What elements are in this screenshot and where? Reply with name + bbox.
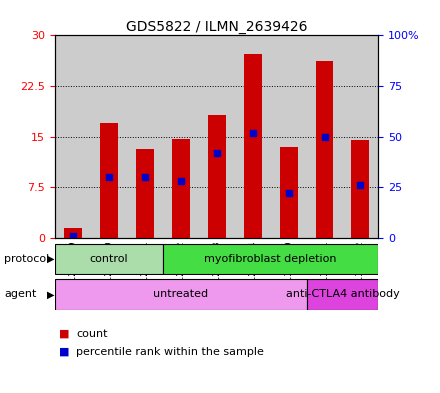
Text: protocol: protocol bbox=[4, 254, 50, 264]
Bar bbox=[342, 35, 378, 238]
Text: count: count bbox=[76, 329, 108, 339]
Bar bbox=[55, 244, 163, 274]
Bar bbox=[163, 35, 199, 238]
Text: untreated: untreated bbox=[153, 289, 208, 299]
Bar bbox=[208, 115, 226, 238]
Bar bbox=[64, 228, 82, 238]
Bar bbox=[91, 35, 127, 238]
Text: ■: ■ bbox=[59, 329, 70, 339]
Bar bbox=[199, 35, 235, 238]
Bar bbox=[352, 140, 370, 238]
Text: myofibroblast depletion: myofibroblast depletion bbox=[204, 254, 337, 264]
Bar bbox=[315, 61, 334, 238]
Text: anti-CTLA4 antibody: anti-CTLA4 antibody bbox=[286, 289, 400, 299]
Bar bbox=[307, 35, 342, 238]
Bar bbox=[100, 123, 118, 238]
Bar bbox=[127, 35, 163, 238]
Bar bbox=[279, 147, 297, 238]
Text: control: control bbox=[90, 254, 128, 264]
Text: ▶: ▶ bbox=[47, 254, 55, 264]
Bar bbox=[55, 35, 91, 238]
Title: GDS5822 / ILMN_2639426: GDS5822 / ILMN_2639426 bbox=[126, 20, 308, 34]
Text: agent: agent bbox=[4, 289, 37, 299]
Bar bbox=[307, 279, 378, 310]
Bar bbox=[172, 139, 190, 238]
Bar bbox=[235, 35, 271, 238]
Text: percentile rank within the sample: percentile rank within the sample bbox=[76, 347, 264, 357]
Bar bbox=[163, 244, 378, 274]
Bar bbox=[244, 54, 262, 238]
Text: ▶: ▶ bbox=[47, 289, 55, 299]
Bar bbox=[55, 279, 307, 310]
Bar bbox=[271, 35, 307, 238]
Text: ■: ■ bbox=[59, 347, 70, 357]
Bar bbox=[136, 149, 154, 238]
